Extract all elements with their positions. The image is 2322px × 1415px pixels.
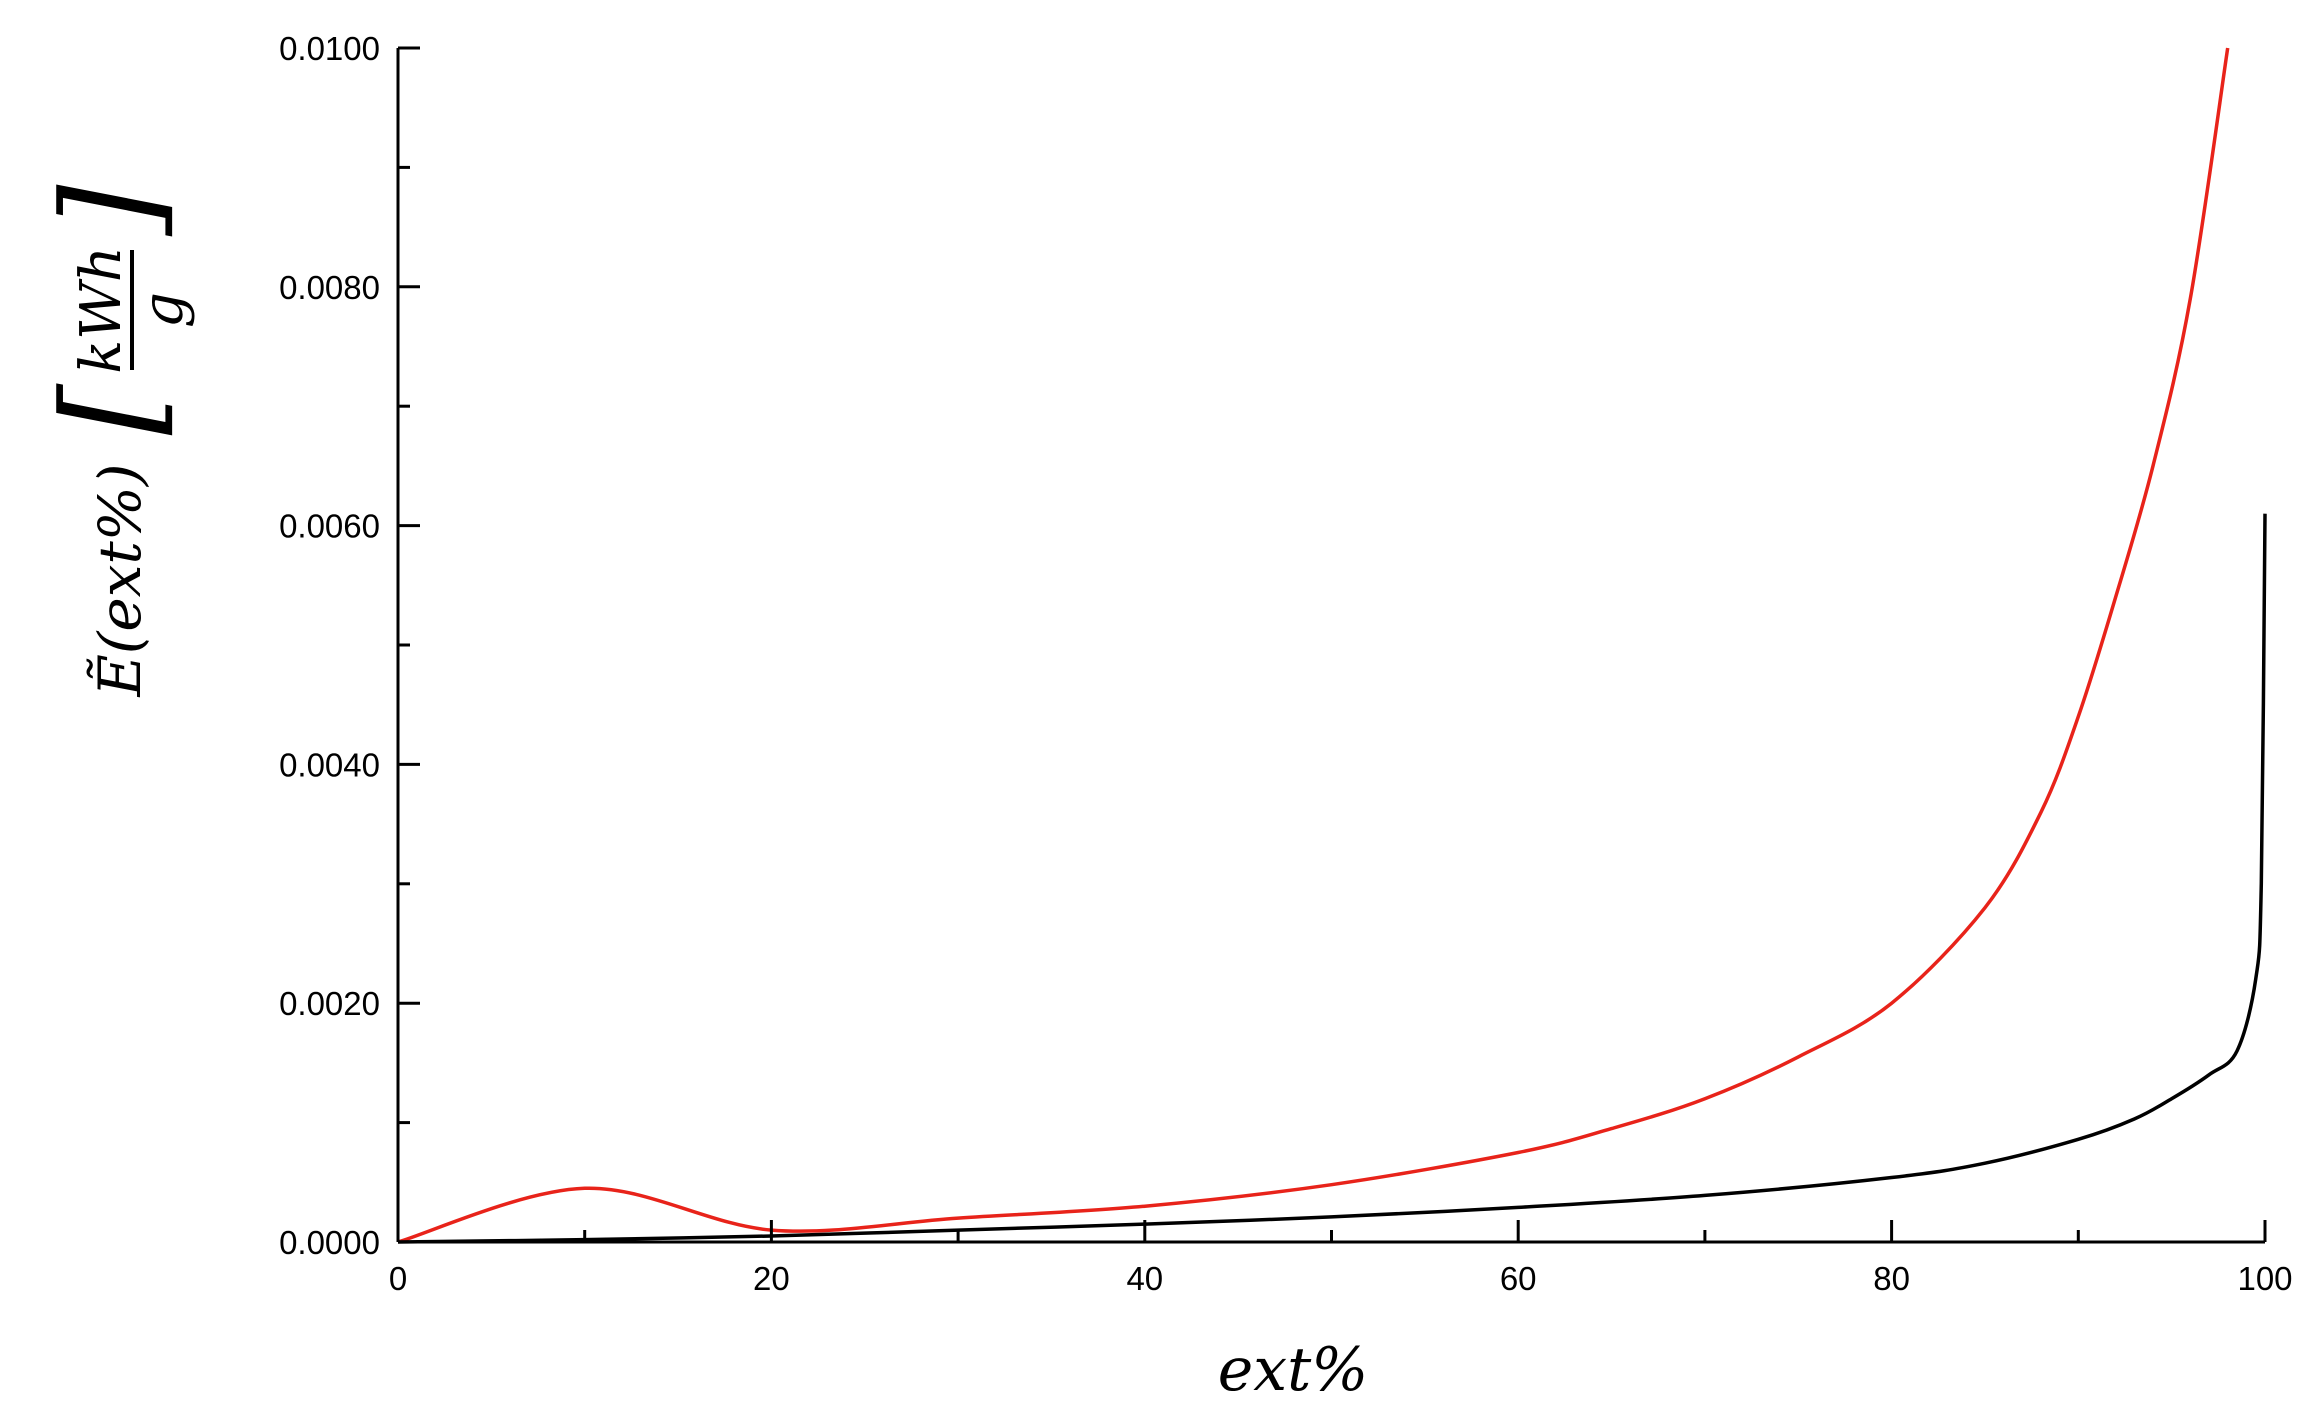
x-tick-label: 40: [1126, 1260, 1163, 1297]
x-tick-label: 80: [1873, 1260, 1910, 1297]
x-tick-label: 0: [389, 1260, 407, 1297]
y-tick-label: 0.0000: [279, 1224, 380, 1261]
y-axis-title-bracket-left: [: [34, 383, 186, 435]
y-axis-unit-numerator: kWh: [69, 246, 134, 374]
y-tick-label: 0.0060: [279, 508, 380, 545]
x-tick-label: 20: [753, 1260, 790, 1297]
x-tick-label: 100: [2237, 1260, 2292, 1297]
y-axis-title-prefix: Ẽ(ext%): [86, 463, 154, 697]
y-tick-label: 0.0040: [279, 746, 380, 783]
y-axis-unit-denominator: g: [131, 292, 196, 328]
x-axis-title: ext%: [1218, 1335, 1368, 1405]
axes: [396, 46, 2267, 1244]
y-axis-title-bracket-right: ]: [34, 184, 186, 237]
tick-labels: 0 20 40 60 80 100 0.0000 0.0020 0.0040 0.0060 0.00…: [279, 30, 2292, 1297]
y-tick-label: 0.0020: [279, 985, 380, 1022]
x-tick-label: 60: [1500, 1260, 1537, 1297]
y-tick-label: 0.0100: [279, 30, 380, 67]
y-axis-title: Ẽ(ext%) [ kWh g ]: [34, 184, 196, 697]
y-tick-label: 0.0080: [279, 269, 380, 306]
plot-lines: [397, 47, 2267, 1244]
series-line-1: [397, 47, 2230, 1244]
series-line-2: [397, 513, 2267, 1244]
